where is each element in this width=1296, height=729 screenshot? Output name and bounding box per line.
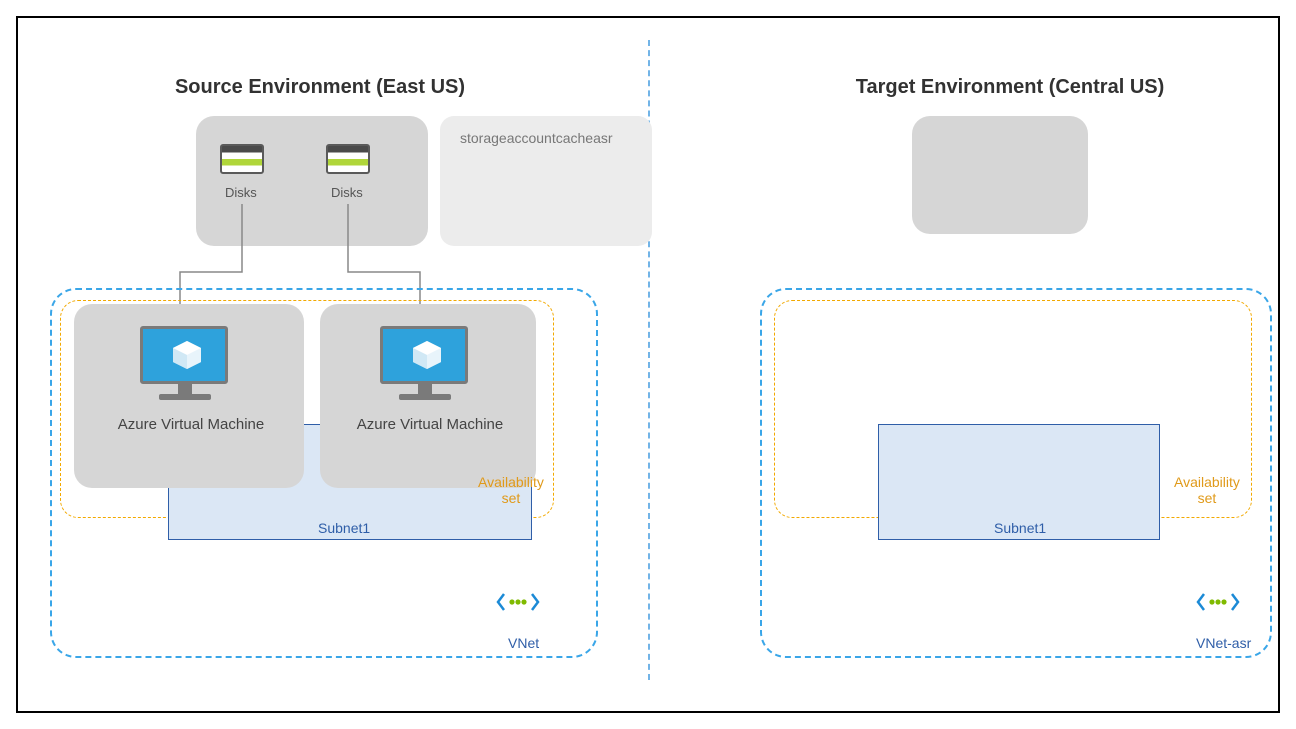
source-subnet-label: Subnet1 [318,520,370,536]
source-disks-card [196,116,428,246]
source-vm2-label: Azure Virtual Machine [345,416,515,433]
target-gray-card [912,116,1088,234]
storage-label: storageaccountcacheasr [460,130,613,146]
disk-icon [326,144,370,180]
vnet-icon [1196,590,1240,614]
target-avail-label: Availability set [1174,474,1240,506]
vm-icon [380,326,470,402]
target-subnet-label: Subnet1 [994,520,1046,536]
disk-icon [220,144,264,180]
target-vnet-label: VNet-asr [1196,635,1251,651]
vm-icon [140,326,230,402]
disk-label-2: Disks [331,185,363,200]
source-vm1-label: Azure Virtual Machine [98,416,284,433]
source-title: Source Environment (East US) [120,76,520,99]
vnet-icon [496,590,540,614]
source-vnet-label: VNet [508,635,539,651]
source-avail-label: Availability set [478,474,544,506]
target-title: Target Environment (Central US) [810,76,1210,99]
disk-label-1: Disks [225,185,257,200]
